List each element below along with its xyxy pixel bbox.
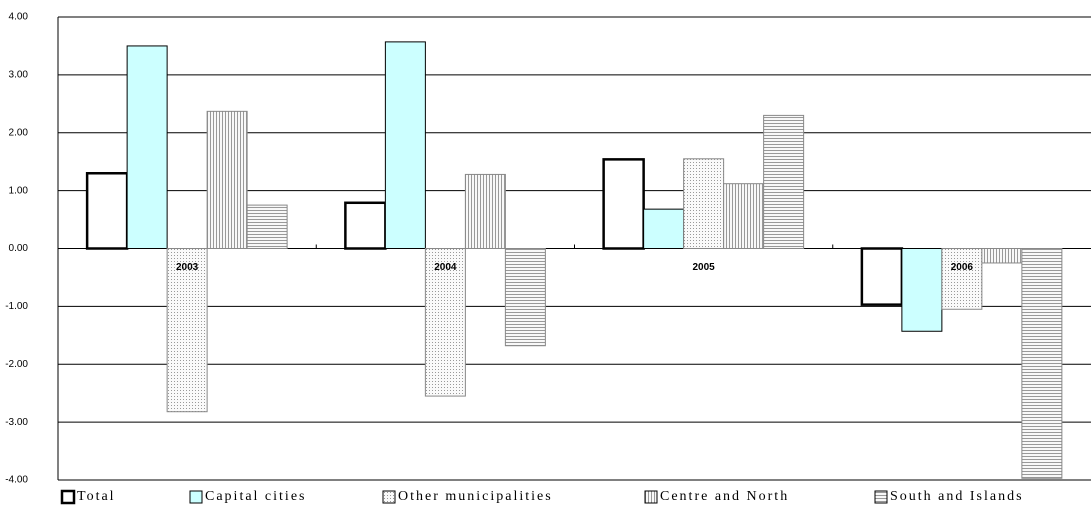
bar <box>166 248 208 413</box>
legend-label: Capital cities <box>205 489 306 504</box>
x-tick-label: 2006 <box>951 262 974 273</box>
y-tick-label: -1.00 <box>5 301 28 312</box>
legend-label: Other municipalities <box>398 489 553 504</box>
y-tick-label: 0.00 <box>9 243 29 254</box>
legend-swatch <box>60 489 76 505</box>
x-tick-label: 2005 <box>693 262 716 273</box>
bar <box>344 201 387 250</box>
y-tick-label: -2.00 <box>5 359 28 370</box>
legend-label: Centre and North <box>660 489 789 504</box>
x-tick-label: 2004 <box>434 262 457 273</box>
y-tick-label: 4.00 <box>9 12 29 23</box>
y-tick-label: 3.00 <box>9 70 29 81</box>
bar <box>85 172 129 250</box>
y-tick-label: -3.00 <box>5 417 28 428</box>
bar <box>981 248 1023 264</box>
bar <box>424 248 466 397</box>
y-tick-label: 2.00 <box>9 127 29 138</box>
bar <box>126 45 168 249</box>
bar <box>602 158 645 250</box>
y-tick-label: 1.00 <box>9 185 29 196</box>
bar <box>384 41 426 250</box>
bar <box>683 158 725 249</box>
legend-swatch <box>382 490 396 504</box>
bar <box>901 248 943 332</box>
bar <box>763 114 805 249</box>
legend-swatch <box>874 490 888 504</box>
bar <box>464 173 506 249</box>
bar <box>206 110 248 250</box>
bar <box>723 183 765 249</box>
bar <box>941 248 983 310</box>
bar <box>246 204 288 249</box>
legend-label: South and Islands <box>890 489 1024 504</box>
legend-label: Total <box>77 489 116 504</box>
bar <box>1021 248 1063 479</box>
bar <box>860 247 904 306</box>
legend-swatch <box>644 490 658 504</box>
x-tick-label: 2003 <box>176 262 199 273</box>
bar <box>643 208 685 250</box>
legend-swatch <box>189 490 203 504</box>
y-tick-label: -4.00 <box>5 475 28 486</box>
bar <box>504 248 546 347</box>
